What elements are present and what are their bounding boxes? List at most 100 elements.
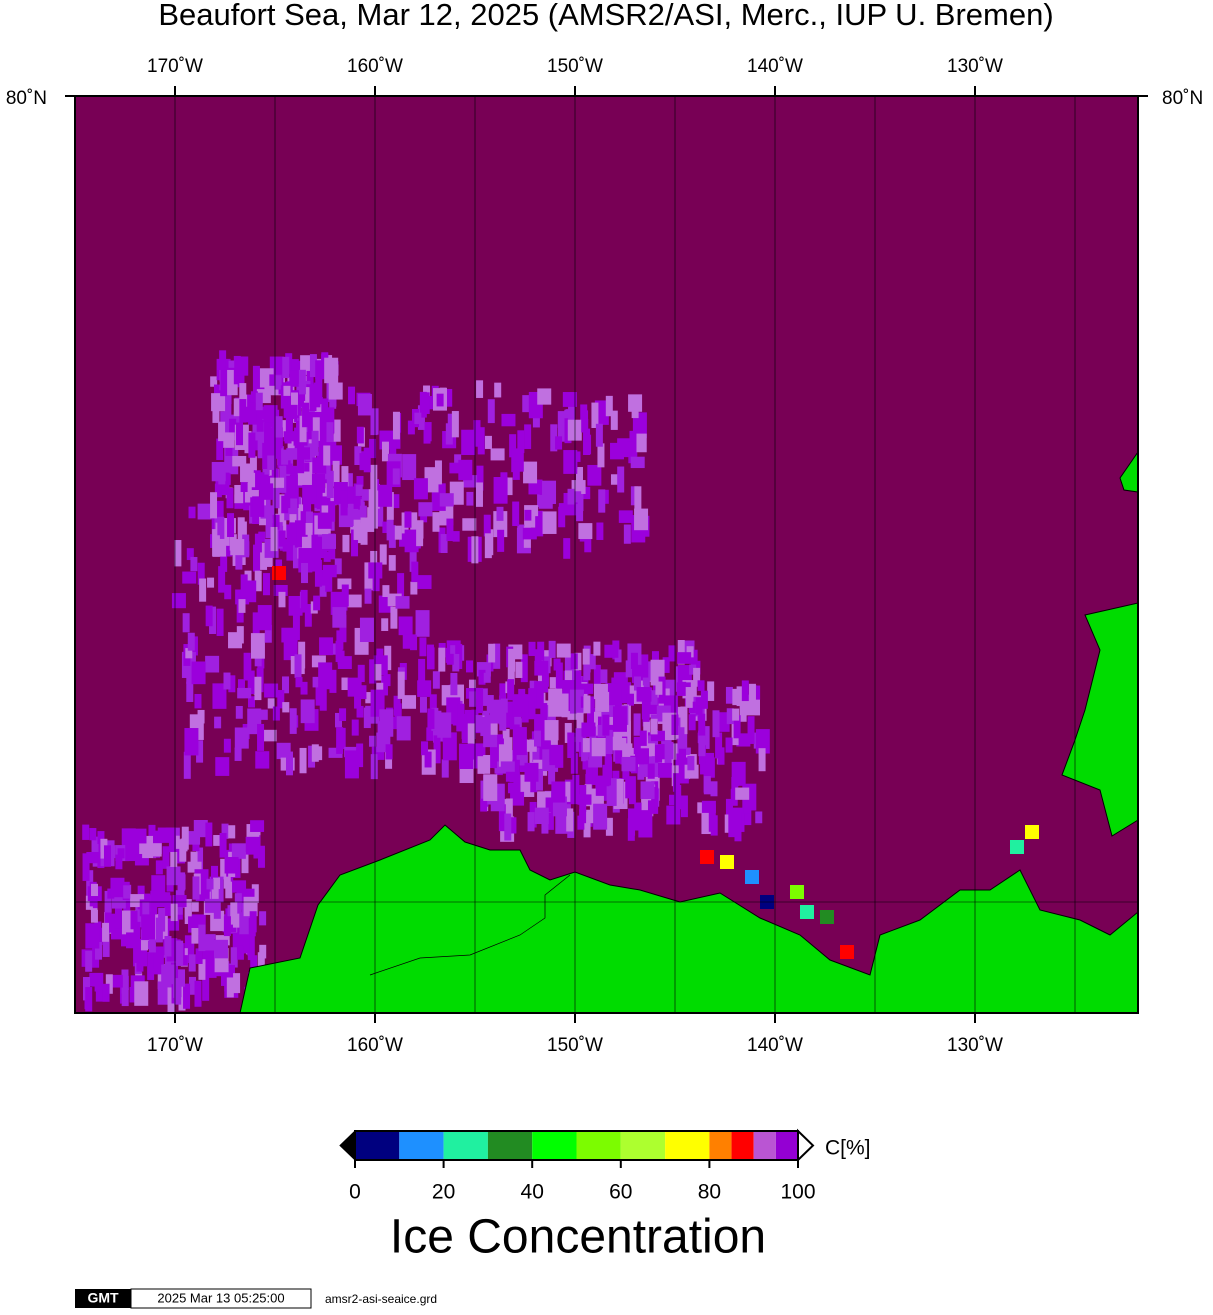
ice-pixel bbox=[407, 420, 415, 435]
ice-pixel bbox=[398, 616, 413, 636]
ice-pixel bbox=[493, 643, 501, 669]
ice-pixel bbox=[237, 517, 245, 546]
ice-pixel bbox=[285, 463, 293, 474]
ice-pixel bbox=[249, 456, 257, 471]
colorbar-bin bbox=[709, 1131, 732, 1160]
ice-pixel bbox=[578, 523, 593, 540]
ice-pixel bbox=[454, 454, 462, 465]
ice-pixel bbox=[601, 489, 609, 504]
ice-pixel bbox=[583, 428, 591, 456]
ice-pixel bbox=[309, 354, 317, 378]
ice-pixel bbox=[364, 588, 372, 604]
ice-pixel bbox=[593, 803, 608, 830]
ice-pixel bbox=[522, 395, 530, 413]
ice-pixel bbox=[212, 395, 220, 423]
ice-pixel bbox=[313, 382, 321, 405]
ice-pixel bbox=[689, 664, 697, 675]
ice-pixel bbox=[327, 407, 335, 434]
colorbar-bin bbox=[487, 1131, 533, 1160]
ice-pixel bbox=[634, 508, 649, 531]
ice-pixel bbox=[205, 605, 213, 627]
ice-pixel bbox=[102, 922, 110, 942]
colorbar-tick-label: 0 bbox=[349, 1181, 361, 1204]
ice-pixel bbox=[591, 402, 599, 429]
ice-pixel bbox=[591, 737, 606, 757]
ice-pixel bbox=[688, 714, 696, 731]
ice-pixel bbox=[416, 529, 424, 547]
ice-pixel bbox=[341, 466, 349, 490]
ice-pixel bbox=[527, 812, 535, 832]
ice-pixel bbox=[249, 911, 257, 933]
ice-pixel bbox=[232, 455, 247, 467]
ice-pixel bbox=[190, 556, 198, 572]
ice-pixel bbox=[583, 809, 591, 838]
ice-pixel bbox=[333, 419, 341, 442]
ice-pixel bbox=[379, 544, 387, 565]
ice-pixel bbox=[230, 539, 245, 556]
ice-pixel bbox=[395, 596, 410, 609]
ice-pixel bbox=[372, 569, 380, 592]
ice-pixel bbox=[332, 460, 340, 487]
lon-label: 170˚W bbox=[147, 56, 203, 77]
ice-pixel bbox=[735, 787, 750, 800]
ice-pixel bbox=[290, 392, 298, 416]
ice-pixel bbox=[85, 895, 93, 910]
ice-pixel bbox=[357, 393, 372, 416]
ice-pixel bbox=[534, 714, 542, 740]
ice-pixel bbox=[370, 464, 378, 491]
ice-pixel bbox=[677, 652, 692, 664]
ice-pixel bbox=[260, 542, 268, 570]
colorbar-bin bbox=[731, 1131, 754, 1160]
ice-pixel bbox=[219, 350, 227, 365]
ice-pixel bbox=[226, 488, 234, 509]
ice-pixel bbox=[674, 706, 682, 719]
ice-pixel bbox=[252, 612, 260, 635]
ice-pixel bbox=[94, 941, 102, 960]
ice-pixel bbox=[563, 538, 571, 559]
ice-pixel bbox=[344, 750, 359, 779]
ice-pixel bbox=[687, 756, 695, 771]
ice-pixel bbox=[319, 637, 334, 656]
ice-pixel bbox=[262, 573, 270, 596]
ice-pixel bbox=[327, 445, 342, 465]
ice-pixel bbox=[637, 752, 645, 780]
ice-pixel bbox=[755, 729, 770, 754]
ice-pixel bbox=[680, 706, 688, 735]
ice-pixel bbox=[321, 412, 329, 438]
ice-pixel bbox=[478, 669, 486, 685]
filename: amsr2-asi-seaice.grd bbox=[325, 1292, 437, 1306]
ice-pixel bbox=[618, 510, 633, 523]
ice-pixel bbox=[172, 895, 187, 908]
ice-pixel bbox=[213, 835, 221, 846]
ice-pixel bbox=[254, 413, 262, 424]
ice-pixel bbox=[255, 392, 263, 411]
ice-pixel bbox=[440, 534, 448, 553]
ice-pixel bbox=[390, 606, 398, 629]
ice-pixel bbox=[225, 445, 233, 456]
ice-pixel bbox=[584, 526, 592, 553]
colorbar-over bbox=[797, 1128, 815, 1163]
ice-pixel bbox=[221, 823, 229, 839]
ice-pixel bbox=[214, 483, 222, 498]
ice-pixel bbox=[439, 493, 454, 507]
ice-pixel bbox=[365, 692, 373, 704]
ice-pixel bbox=[476, 380, 484, 398]
ice-pixel bbox=[184, 904, 192, 925]
ice-pixel bbox=[223, 672, 231, 690]
ice-pixel bbox=[130, 910, 138, 930]
ice-pixel bbox=[411, 561, 419, 583]
ice-pixel bbox=[254, 533, 262, 553]
ice-pixel bbox=[369, 659, 377, 684]
ice-pixel bbox=[86, 851, 101, 864]
ice-pixel bbox=[542, 480, 557, 505]
ice-pixel bbox=[230, 947, 238, 968]
ice-pixel bbox=[359, 453, 367, 471]
ice-pixel bbox=[328, 747, 343, 758]
ice-pixel bbox=[299, 747, 307, 774]
ice-pixel bbox=[205, 822, 213, 847]
ice-pixel bbox=[162, 846, 170, 869]
ice-pixel bbox=[386, 519, 394, 541]
ice-pixel bbox=[446, 653, 454, 665]
ice-pixel bbox=[436, 393, 444, 407]
ice-pixel bbox=[278, 591, 286, 608]
